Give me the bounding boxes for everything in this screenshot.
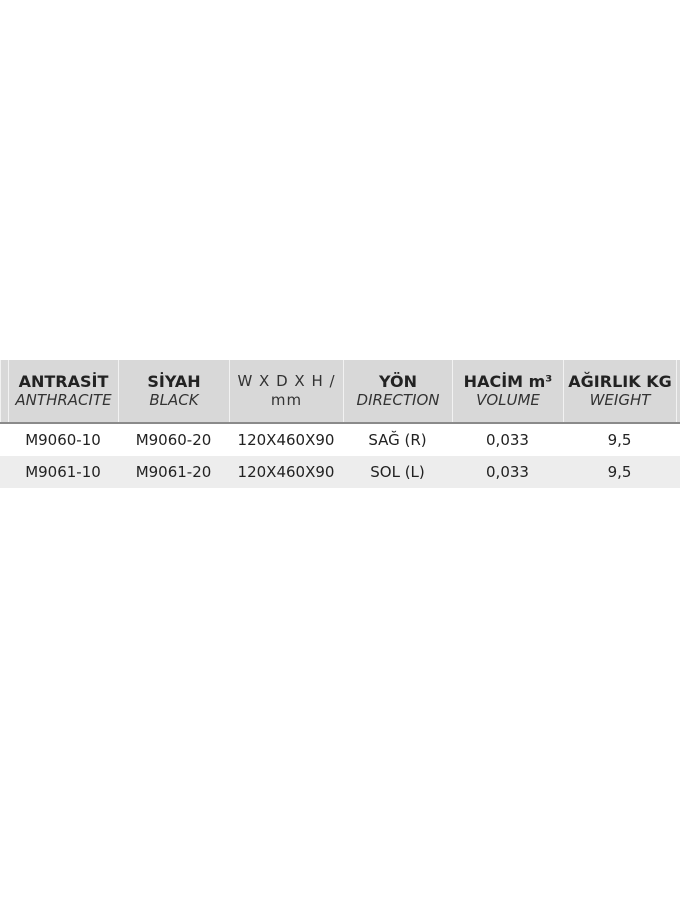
cell-weight: 9,5 — [607, 463, 632, 481]
table-header: ANTRASİT ANTHRACITE SİYAH BLACK W X D X H … — [0, 360, 680, 424]
cell-black-code: M9061-20 — [135, 463, 212, 481]
cell-anthracite-code: M9060-10 — [25, 431, 101, 449]
cell-black-code: M9060-20 — [135, 431, 212, 449]
header-weight: AĞIRLIK KG WEIGHT — [563, 360, 676, 422]
header-direction: YÖN DIRECTION — [343, 360, 452, 422]
cell-volume: 0,033 — [486, 431, 529, 449]
cell-dimensions: 120X460X90 — [237, 463, 335, 481]
header-black: SİYAH BLACK — [118, 360, 229, 422]
header-volume: HACİM m³ VOLUME — [452, 360, 563, 422]
cell-anthracite-code: M9061-10 — [25, 463, 101, 481]
cell-direction: SAĞ (R) — [368, 431, 427, 449]
cell-weight: 9,5 — [607, 431, 632, 449]
header-anthracite: ANTRASİT ANTHRACITE — [8, 360, 118, 422]
header-dimensions: W X D X H / mm — [229, 360, 343, 422]
cell-direction: SOL (L) — [370, 463, 425, 481]
table-row: M9060-10 M9060-20 120X460X90 SAĞ (R) 0,0… — [0, 424, 680, 456]
cell-volume: 0,033 — [486, 463, 529, 481]
product-spec-table: ANTRASİT ANTHRACITE SİYAH BLACK W X D X H … — [0, 360, 680, 488]
cell-dimensions: 120X460X90 — [237, 431, 335, 449]
table-row: M9061-10 M9061-20 120X460X90 SOL (L) 0,0… — [0, 456, 680, 488]
